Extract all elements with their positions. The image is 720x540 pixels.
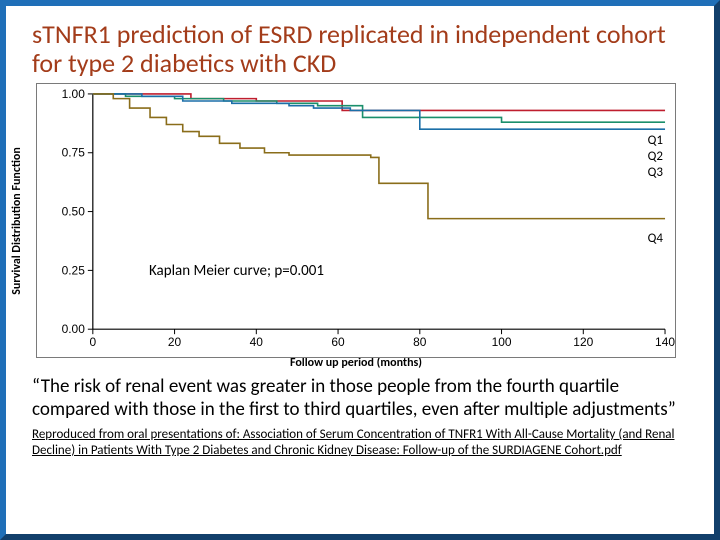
svg-text:80: 80 — [413, 335, 427, 349]
svg-text:20: 20 — [168, 335, 182, 349]
svg-text:0: 0 — [89, 335, 96, 349]
legend-q2: Q2 — [648, 150, 663, 165]
svg-text:0.75: 0.75 — [62, 146, 86, 160]
svg-text:40: 40 — [250, 335, 264, 349]
svg-text:1.00: 1.00 — [62, 87, 86, 101]
svg-text:120: 120 — [573, 335, 593, 349]
svg-text:100: 100 — [492, 335, 512, 349]
svg-text:0.50: 0.50 — [62, 205, 86, 219]
x-axis-label: Follow up period (months) — [36, 356, 676, 370]
svg-text:0.25: 0.25 — [62, 264, 86, 278]
slide-frame: sTNFR1 prediction of ESRD replicated in … — [0, 0, 720, 540]
series-Q2 — [93, 94, 665, 122]
legend-q1: Q1 — [648, 134, 663, 149]
citation-text: Reproduced from oral presentations of: A… — [32, 427, 688, 460]
quote-text: “The risk of renal event was greater in … — [32, 376, 688, 421]
chart-svg: 0.00 0.25 0.50 0.75 1.00 0 20 40 60 80 100 120 140 — [37, 84, 675, 357]
legend-q3: Q3 — [648, 166, 663, 181]
legend-q4: Q4 — [648, 232, 663, 247]
slide-title: sTNFR1 prediction of ESRD replicated in … — [32, 20, 688, 77]
svg-text:60: 60 — [331, 335, 345, 349]
km-chart: Survival Distribution Function 0.000.250… — [36, 83, 676, 358]
y-axis-label: Survival Distribution Function — [10, 147, 24, 295]
km-annotation: Kaplan Meier curve; p=0.001 — [149, 262, 324, 280]
svg-text:140: 140 — [655, 335, 675, 349]
series-Q4 — [93, 94, 665, 219]
svg-text:0.00: 0.00 — [62, 322, 86, 336]
